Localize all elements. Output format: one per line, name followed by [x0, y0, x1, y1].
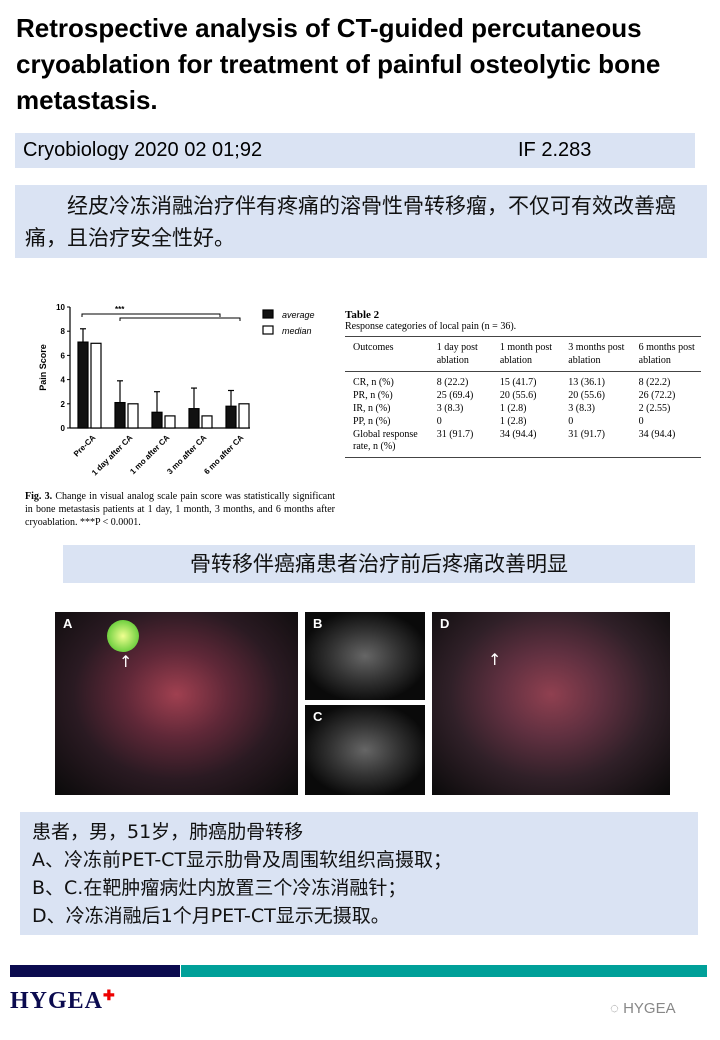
table-cell: IR, n (%)	[353, 403, 391, 414]
image-label: C	[313, 709, 323, 724]
legend-label: median	[282, 326, 312, 336]
table-header: Outcomes	[345, 336, 429, 372]
table-cell: 31 (91.7)	[436, 429, 474, 440]
table-cell: 34 (94.4)	[638, 429, 676, 440]
table-cell: 2 (2.55)	[638, 403, 671, 414]
table-header: 3 months post ablation	[560, 336, 631, 372]
case-description: 患者，男，51岁，肺癌肋骨转移 A、冷冻前PET-CT显示肋骨及周围软组织高摄取…	[20, 812, 698, 935]
watermark: ◌ HYGEA	[610, 1000, 676, 1017]
table-header: 1 day post ablation	[428, 336, 492, 372]
table-header: 6 months post ablation	[630, 336, 701, 372]
case-line: D、冷冻消融后1个月PET-CT显示无摄取。	[32, 905, 390, 927]
footer-bar-navy	[10, 965, 180, 977]
image-label: A	[63, 616, 73, 631]
image-d-pet-ct: ↑ D	[432, 612, 670, 795]
y-tick-label: 4	[61, 376, 66, 385]
table-cell: 20 (55.6)	[499, 390, 537, 401]
image-label: D	[440, 616, 450, 631]
impact-factor: IF 2.283	[518, 139, 592, 161]
table-cell: 15 (41.7)	[499, 377, 537, 388]
significance-label: ***	[115, 305, 125, 314]
legend-swatch	[262, 309, 274, 319]
arrow-up-icon: ↑	[488, 650, 502, 669]
y-tick-label: 0	[61, 424, 66, 433]
legend-label: average	[282, 310, 315, 320]
case-line: B、C.在靶肿瘤病灶内放置三个冷冻消融针；	[32, 877, 407, 899]
table-row: PR, n (%) 25 (69.4) 20 (55.6) 20 (55.6) 26 (…	[345, 389, 701, 402]
table-row: CR, n (%) 8 (22.2) 15 (41.7) 13 (36.1) 8 (22…	[345, 372, 701, 390]
table-cell: 26 (72.2)	[638, 390, 676, 401]
bar-average	[151, 411, 163, 429]
image-b-ct: B	[305, 612, 425, 700]
y-tick-label: 10	[56, 303, 65, 312]
figure-caption-text: Change in visual analog scale pain score…	[25, 491, 336, 528]
table-cell: Global response rate, n (%)	[353, 429, 418, 452]
table-cell: 3 (8.3)	[436, 403, 464, 414]
table-cell: 25 (69.4)	[436, 390, 474, 401]
image-a-pet-ct: ↑ A	[55, 612, 298, 795]
bar-median	[127, 403, 139, 429]
table-cell: 34 (94.4)	[499, 429, 537, 440]
image-label: B	[313, 616, 323, 631]
arrow-up-icon: ↑	[119, 652, 133, 671]
y-tick-label: 2	[61, 400, 66, 409]
table-row: PP, n (%) 0 1 (2.8) 0 0	[345, 415, 701, 428]
table-cell: CR, n (%)	[353, 377, 394, 388]
bar-median	[238, 403, 250, 429]
table-row: IR, n (%) 3 (8.3) 1 (2.8) 3 (8.3) 2 (2.55)	[345, 402, 701, 415]
journal-citation: Cryobiology 2020 02 01;92	[23, 139, 263, 161]
table-cell: 31 (91.7)	[568, 429, 605, 440]
bar-average	[114, 401, 126, 429]
table-cell: 8 (22.2)	[638, 377, 671, 388]
uptake-hotspot	[107, 620, 139, 652]
wechat-icon: ◌	[610, 1000, 619, 1017]
y-axis-label: Pain Score	[38, 344, 48, 391]
y-tick-label: 8	[61, 327, 66, 336]
table-cell: 3 (8.3)	[568, 403, 595, 414]
legend-swatch	[262, 325, 274, 335]
table-cell: 0	[638, 416, 644, 427]
table-label: Table 2	[345, 309, 380, 321]
table-caption: Response categories of local pain (n = 3…	[345, 321, 517, 332]
footer-bar-teal	[181, 965, 707, 977]
image-c-ct: C	[305, 705, 425, 795]
significance-bracket	[81, 313, 221, 317]
hygea-logo: HYGEA✚	[10, 988, 116, 1014]
table-cell: 1 (2.8)	[499, 403, 527, 414]
bar-average	[225, 405, 237, 429]
case-line: 患者，男，51岁，肺癌肋骨转移	[32, 821, 304, 843]
bar-median	[164, 415, 176, 429]
summary-text: 经皮冷冻消融治疗伴有疼痛的溶骨性骨转移瘤，不仅可有效改善癌痛，且治疗安全性好。	[15, 185, 707, 258]
bar-median	[90, 342, 102, 429]
table-cell: 1 (2.8)	[499, 416, 527, 427]
table-cell: 13 (36.1)	[568, 377, 605, 388]
y-tick-label: 6	[61, 351, 66, 360]
table-cell: 8 (22.2)	[436, 377, 469, 388]
journal-band: Cryobiology 2020 02 01;92 IF 2.283	[15, 133, 695, 168]
table-header: 1 month post ablation	[491, 336, 561, 372]
bar-median	[201, 415, 213, 429]
table-cell: PP, n (%)	[353, 416, 391, 427]
table-cell: 0	[568, 416, 574, 427]
x-tick-label: Pre-CA	[72, 433, 98, 459]
table-row: Global response rate, n (%) 31 (91.7) 34 (…	[345, 428, 701, 458]
table-cell: 20 (55.6)	[568, 390, 605, 401]
case-line: A、冷冻前PET-CT显示肋骨及周围软组织高摄取；	[32, 849, 453, 871]
table-cell: 0	[436, 416, 442, 427]
figure-caption: Fig. 3. Change in visual analog scale pa…	[25, 490, 335, 529]
table-cell: PR, n (%)	[353, 390, 393, 401]
response-table: Table 2 Response categories of local pai…	[345, 309, 701, 458]
section-subheading: 骨转移伴癌痛患者治疗前后疼痛改善明显	[63, 545, 695, 583]
bar-average	[188, 408, 200, 429]
x-tick-label: 6 mo after CA	[202, 433, 245, 476]
bar-average	[77, 341, 89, 429]
page-title: Retrospective analysis of CT-guided perc…	[16, 13, 661, 115]
significance-bracket	[119, 317, 241, 321]
figure-label: Fig. 3.	[25, 491, 53, 502]
